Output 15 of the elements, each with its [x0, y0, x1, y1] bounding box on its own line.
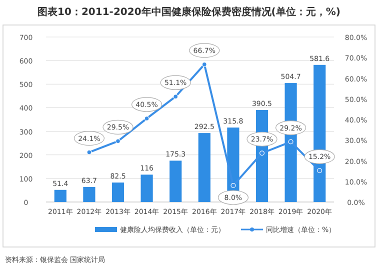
point — [173, 94, 178, 100]
point — [144, 116, 150, 121]
point — [260, 150, 264, 156]
bar — [170, 160, 182, 202]
bar — [112, 182, 124, 202]
point — [317, 168, 322, 174]
bar — [140, 174, 153, 202]
point — [86, 150, 92, 155]
point — [230, 183, 236, 188]
point — [116, 138, 120, 144]
point — [288, 139, 294, 144]
bar — [83, 186, 96, 202]
bar — [54, 190, 66, 202]
bar — [198, 133, 210, 202]
chart-title: 图表10：2011-2020年中国健康保险保费密度情况(单位：元，%) — [38, 6, 340, 18]
